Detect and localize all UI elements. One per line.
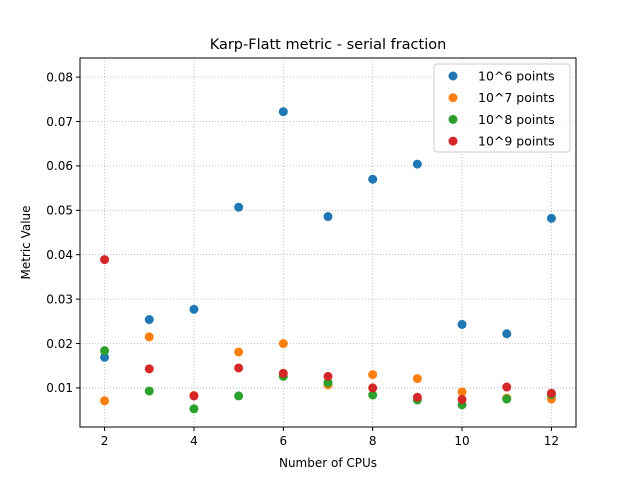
y-tick-label: 0.06: [46, 159, 73, 173]
data-point-series-2: [368, 370, 378, 380]
y-tick-label: 0.05: [46, 204, 73, 218]
data-point-series-4: [368, 383, 378, 393]
data-point-series-3: [189, 404, 199, 414]
data-point-series-4: [546, 388, 556, 398]
data-point-series-2: [278, 339, 288, 349]
legend-label: 10^9 points: [478, 134, 555, 149]
x-axis-ticks: 2 4 6 8 10 12: [101, 427, 559, 448]
legend-marker: [448, 114, 458, 124]
legend-marker: [448, 71, 458, 81]
data-point-series-2: [412, 374, 422, 384]
data-point-series-2: [144, 332, 154, 342]
y-tick-label: 0.08: [46, 70, 73, 84]
legend-marker: [448, 93, 458, 103]
data-point-series-1: [278, 107, 288, 117]
data-point-series-2: [100, 396, 110, 406]
data-point-series-2: [457, 387, 467, 397]
y-tick-label: 0.07: [46, 115, 73, 129]
data-point-series-1: [144, 315, 154, 325]
data-point-series-1: [189, 304, 199, 314]
y-tick-label: 0.01: [46, 381, 73, 395]
x-tick-label: 4: [190, 434, 198, 448]
x-tick-label: 10: [454, 434, 469, 448]
legend-label: 10^8 points: [478, 112, 555, 127]
legend-marker: [448, 136, 458, 146]
data-point-series-4: [502, 382, 512, 392]
data-point-series-1: [323, 212, 333, 222]
data-point-series-4: [323, 371, 333, 381]
y-tick-label: 0.04: [46, 248, 73, 262]
x-tick-label: 2: [101, 434, 109, 448]
data-point-series-3: [100, 346, 110, 356]
data-point-series-4: [278, 368, 288, 378]
data-point-series-4: [457, 394, 467, 404]
data-point-series-4: [412, 392, 422, 402]
legend-label: 10^7 points: [478, 90, 555, 105]
data-point-series-1: [502, 329, 512, 339]
data-point-series-1: [368, 174, 378, 184]
data-point-series-4: [189, 391, 199, 401]
x-tick-label: 8: [369, 434, 377, 448]
data-point-series-3: [234, 391, 244, 401]
data-point-series-2: [234, 347, 244, 357]
data-points: [100, 107, 556, 414]
data-point-series-3: [144, 386, 154, 396]
y-tick-label: 0.02: [46, 337, 73, 351]
chart-title: Karp-Flatt metric - serial fraction: [210, 37, 447, 53]
y-axis-ticks: 0.01 0.02 0.03 0.04 0.05 0.06 0.07 0.08: [46, 70, 80, 395]
data-point-series-4: [144, 364, 154, 374]
y-tick-label: 0.03: [46, 292, 73, 306]
data-point-series-3: [323, 378, 333, 388]
data-point-series-1: [100, 352, 110, 362]
plot-frame: [79, 57, 577, 428]
data-point-series-1: [457, 319, 467, 329]
data-point-series-1: [234, 202, 244, 212]
data-point-series-1: [412, 159, 422, 169]
legend-label: 10^6 points: [478, 69, 555, 84]
legend: 10^6 points 10^7 points 10^8 points 10^9 po…: [433, 63, 571, 153]
x-tick-label: 12: [544, 434, 559, 448]
data-point-series-3: [368, 390, 378, 400]
data-point-series-3: [502, 394, 512, 404]
data-point-series-4: [234, 363, 244, 373]
data-point-series-4: [100, 255, 110, 265]
legend-box: [433, 63, 571, 153]
x-axis-title: Number of CPUs: [279, 456, 377, 470]
x-tick-label: 6: [279, 434, 287, 448]
data-point-series-1: [546, 213, 556, 223]
y-axis-title: Metric Value: [19, 205, 33, 279]
